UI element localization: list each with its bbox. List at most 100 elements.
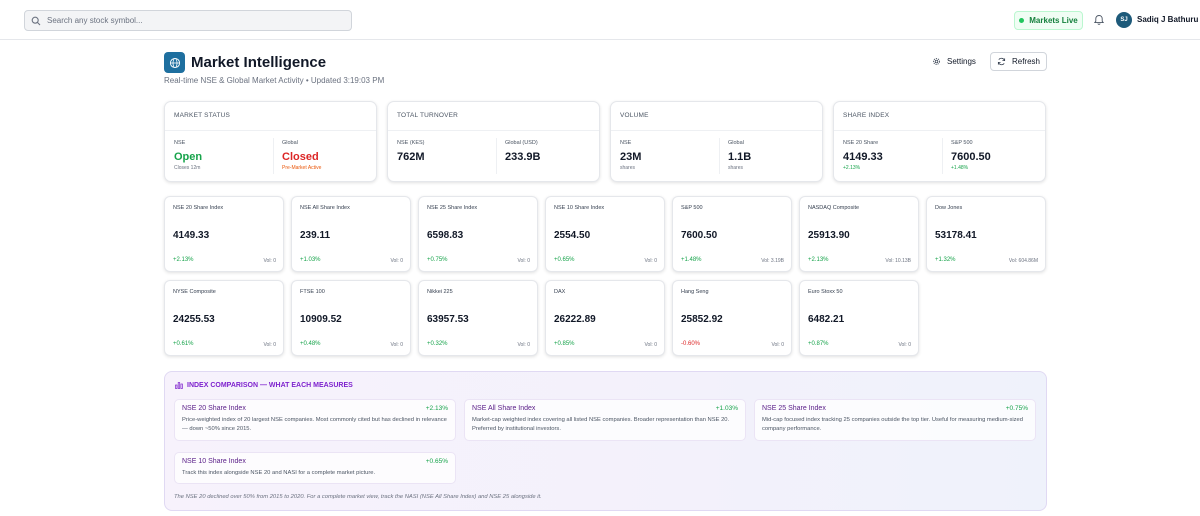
index-value: 6598.83	[427, 230, 464, 241]
nse20-change: +2.13%	[843, 165, 861, 171]
divider	[165, 130, 376, 131]
index-name: NSE 25 Share Index	[427, 205, 478, 211]
index-value: 26222.89	[554, 314, 596, 325]
index-card[interactable]: DAX 26222.89 +0.85% Vol: 0	[545, 280, 665, 356]
nse20-value: 4149.33	[843, 151, 883, 163]
index-card[interactable]: Dow Jones 53178.41 +1.32% Vol: 604.86M	[926, 196, 1046, 272]
global-label: Global	[282, 140, 298, 146]
card-title: MARKET STATUS	[174, 112, 231, 119]
index-card[interactable]: NSE 10 Share Index 2554.50 +0.65% Vol: 0	[545, 196, 665, 272]
index-value: 63957.53	[427, 314, 469, 325]
comparison-title: INDEX COMPARISON — WHAT EACH MEASURES	[175, 381, 353, 389]
comparison-item-desc: Market-cap weighted index covering all l…	[472, 417, 730, 432]
nse-status-value: Open	[174, 151, 203, 163]
comparison-item-change: +0.65%	[425, 458, 448, 465]
search-icon	[31, 16, 41, 25]
index-card[interactable]: Nikkei 225 63957.53 +0.32% Vol: 0	[418, 280, 538, 356]
refresh-icon	[997, 57, 1006, 66]
settings-button[interactable]: Settings	[928, 52, 984, 71]
global-volume-sub: shares	[728, 165, 744, 171]
index-volume: Vol: 0	[644, 258, 657, 264]
volume-card: VOLUME NSE 23M shares Global 1.1B shares	[610, 101, 823, 182]
index-name: FTSE 100	[300, 289, 325, 295]
nse20-label: NSE 20 Share	[843, 140, 879, 146]
sp500-label: S&P 500	[951, 140, 973, 146]
sp500-value: 7600.50	[951, 151, 991, 163]
nse-label: NSE	[174, 140, 186, 146]
index-name: NSE 20 Share Index	[173, 205, 224, 211]
index-card[interactable]: NYSE Composite 24255.53 +0.61% Vol: 0	[164, 280, 284, 356]
refresh-button[interactable]: Refresh	[990, 52, 1047, 71]
nse-volume-label: NSE	[620, 140, 632, 146]
index-name: Hang Seng	[681, 289, 709, 295]
index-volume: Vol: 0	[644, 342, 657, 348]
global-volume-label: Global	[728, 140, 744, 146]
index-volume: Vol: 0	[517, 342, 530, 348]
index-card[interactable]: NSE All Share Index 239.11 +1.03% Vol: 0	[291, 196, 411, 272]
index-card[interactable]: NSE 25 Share Index 6598.83 +0.75% Vol: 0	[418, 196, 538, 272]
nse-turnover-value: 762M	[397, 151, 425, 163]
index-change: +1.32%	[935, 257, 956, 263]
index-card[interactable]: S&P 500 7600.50 +1.48% Vol: 3.19B	[672, 196, 792, 272]
index-change: +0.32%	[427, 341, 448, 347]
index-value: 239.11	[300, 230, 331, 241]
nse-turnover-label: NSE (KES)	[397, 140, 425, 146]
divider	[834, 130, 1045, 131]
index-change: +0.48%	[300, 341, 321, 347]
index-volume: Vol: 0	[517, 258, 530, 264]
index-value: 53178.41	[935, 230, 977, 241]
card-title: TOTAL TURNOVER	[397, 112, 459, 119]
globe-logo-icon	[164, 52, 185, 73]
user-name[interactable]: Sadiq J Bathuru	[1137, 15, 1199, 24]
index-card[interactable]: NASDAQ Composite 25913.90 +2.13% Vol: 10…	[799, 196, 919, 272]
comparison-item-name: NSE 20 Share Index	[182, 405, 246, 412]
index-name: NSE 10 Share Index	[554, 205, 605, 211]
index-volume: Vol: 10.13B	[885, 258, 911, 264]
index-name: DAX	[554, 289, 566, 295]
comparison-item-name: NSE All Share Index	[472, 405, 536, 412]
card-title: VOLUME	[620, 112, 649, 119]
divider	[273, 138, 274, 174]
index-value: 24255.53	[173, 314, 215, 325]
divider	[496, 138, 497, 174]
divider	[611, 130, 822, 131]
comparison-item: NSE 10 Share Index +0.65% Track this ind…	[174, 452, 456, 484]
comparison-note: The NSE 20 declined over 50% from 2015 t…	[174, 494, 542, 500]
index-name: Nikkei 225	[427, 289, 453, 295]
bell-icon[interactable]	[1093, 14, 1105, 26]
index-volume: Vol: 0	[263, 258, 276, 264]
global-volume-value: 1.1B	[728, 151, 752, 163]
comparison-item: NSE 20 Share Index +2.13% Price-weighted…	[174, 399, 456, 441]
comparison-item-desc: Track this index alongside NSE 20 and NA…	[182, 470, 376, 476]
index-card[interactable]: Hang Seng 25852.92 -0.60% Vol: 0	[672, 280, 792, 356]
index-change: +0.65%	[554, 257, 575, 263]
index-change: +2.13%	[808, 257, 829, 263]
index-change: +0.61%	[173, 341, 194, 347]
index-value: 6482.21	[808, 314, 845, 325]
divider	[388, 130, 599, 131]
comparison-item-change: +2.13%	[425, 405, 448, 412]
index-card[interactable]: FTSE 100 10909.52 +0.48% Vol: 0	[291, 280, 411, 356]
index-name: S&P 500	[681, 205, 703, 211]
search-input[interactable]	[47, 16, 337, 25]
avatar[interactable]: SJ	[1116, 12, 1132, 28]
total-turnover-card: TOTAL TURNOVER NSE (KES) 762M Global (USD…	[387, 101, 600, 182]
markets-live-label: Markets Live	[1029, 16, 1078, 25]
bar-chart-icon	[175, 382, 183, 389]
index-card[interactable]: Euro Stoxx 50 6482.21 +0.87% Vol: 0	[799, 280, 919, 356]
index-volume: Vol: 0	[771, 342, 784, 348]
share-index-card: SHARE INDEX NSE 20 Share 4149.33 +2.13% S&…	[833, 101, 1046, 182]
index-change: +0.87%	[808, 341, 829, 347]
index-card[interactable]: NSE 20 Share Index 4149.33 +2.13% Vol: 0	[164, 196, 284, 272]
comparison-title-text: INDEX COMPARISON — WHAT EACH MEASURES	[187, 381, 353, 389]
index-change: +1.03%	[300, 257, 321, 263]
search-box[interactable]	[24, 10, 352, 31]
index-value: 7600.50	[681, 230, 718, 241]
live-dot-icon	[1019, 18, 1025, 23]
markets-live-badge: Markets Live	[1014, 11, 1083, 30]
index-name: NSE All Share Index	[300, 205, 350, 211]
comparison-item-name: NSE 25 Share Index	[762, 405, 826, 412]
comparison-item-desc: Price-weighted index of 20 largest NSE c…	[182, 417, 447, 432]
comparison-item: NSE All Share Index +1.03% Market-cap we…	[464, 399, 746, 441]
index-change: +1.48%	[681, 257, 702, 263]
